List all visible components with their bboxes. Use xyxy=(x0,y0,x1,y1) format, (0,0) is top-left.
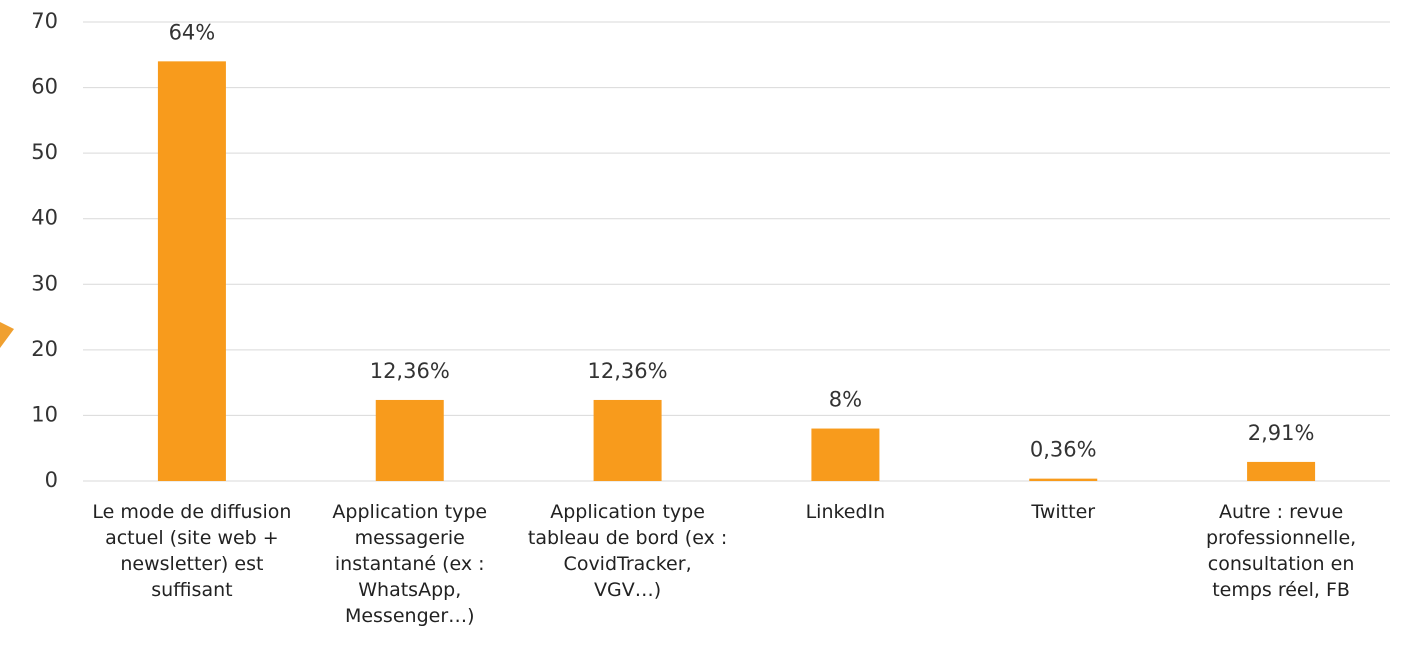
value-label: 0,36% xyxy=(1030,438,1097,462)
decor-arrow xyxy=(0,322,14,348)
bar xyxy=(1029,478,1098,481)
x-tick-label: Le mode de diffusion actuel (site web + … xyxy=(92,501,292,601)
value-label: 8% xyxy=(829,388,862,412)
value-label: 12,36% xyxy=(588,359,668,383)
value-label: 64% xyxy=(169,20,216,44)
y-tick-label: 60 xyxy=(31,75,58,99)
x-tick-label: LinkedIn xyxy=(805,501,886,523)
x-tick-label: Autre : revue professionnelle, consultat… xyxy=(1205,501,1357,601)
y-tick-label: 70 xyxy=(31,9,58,33)
y-tick-label: 20 xyxy=(31,337,58,361)
bar xyxy=(157,61,226,481)
x-tick-label: Application type messagerie instantané (… xyxy=(332,501,488,627)
y-tick-label: 10 xyxy=(31,402,58,426)
bar xyxy=(1247,461,1316,481)
value-label: 2,91% xyxy=(1248,421,1315,445)
bar xyxy=(375,399,444,481)
value-label: 12,36% xyxy=(370,359,450,383)
y-tick-label: 0 xyxy=(45,468,58,492)
x-tick-label: Twitter xyxy=(1031,501,1096,523)
x-tick-label: Application type tableau de bord (ex : C… xyxy=(527,501,728,601)
bar xyxy=(811,428,880,481)
bar xyxy=(593,399,662,481)
y-tick-label: 30 xyxy=(31,271,58,295)
y-tick-label: 40 xyxy=(31,206,58,230)
y-tick-label: 50 xyxy=(31,140,58,164)
